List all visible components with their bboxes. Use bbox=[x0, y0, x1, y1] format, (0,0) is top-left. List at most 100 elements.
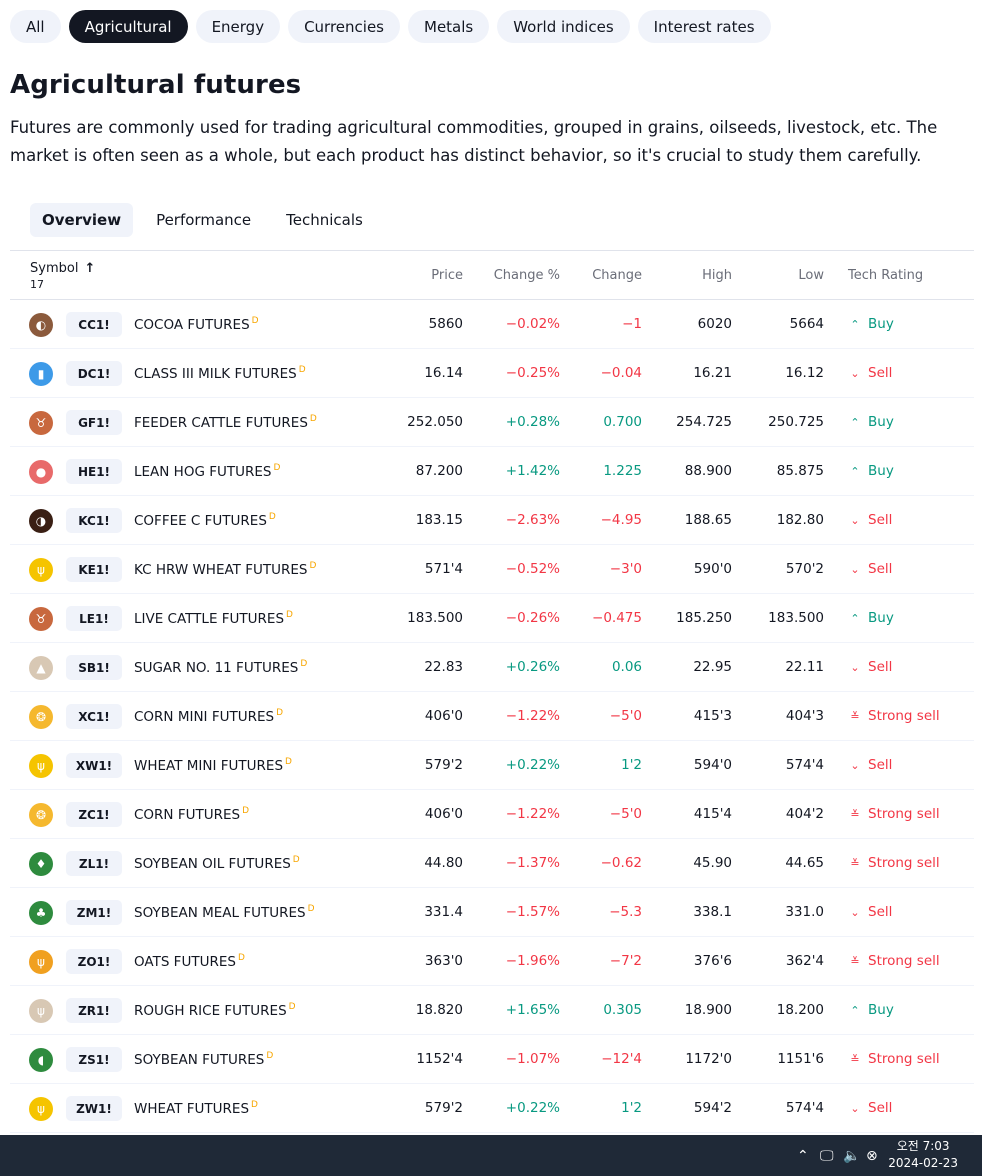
change-pct-cell: −0.02% bbox=[505, 316, 560, 332]
table-row[interactable]: ψ ZW1! WHEAT FUTURES D 579'2 +0.22% 1'2 594'2 57… bbox=[10, 1084, 974, 1133]
ticker-badge[interactable]: CC1! bbox=[66, 312, 122, 337]
instrument-name[interactable]: CLASS III MILK FUTURES D bbox=[134, 365, 306, 382]
category-chips: All Agricultural Energy Currencies Metals Wor… bbox=[10, 10, 771, 43]
ticker-badge[interactable]: SB1! bbox=[66, 655, 122, 680]
table-row[interactable]: ◑ KC1! COFFEE C FUTURES D 183.15 −2.63% −4.95 1… bbox=[10, 496, 974, 545]
taskbar-clock[interactable]: 오전 7:03 2024-02-23 bbox=[888, 1138, 958, 1172]
sort-up-arrow-icon: ↑ bbox=[84, 261, 96, 276]
category-chip-metals[interactable]: Metals bbox=[408, 10, 490, 43]
ticker-badge[interactable]: ZL1! bbox=[66, 851, 122, 876]
low-cell: 18.200 bbox=[776, 1002, 824, 1018]
category-chip-interest-rates[interactable]: Interest rates bbox=[637, 10, 771, 43]
ticker-badge[interactable]: XW1! bbox=[66, 753, 122, 778]
instrument-name[interactable]: ROUGH RICE FUTURES D bbox=[134, 1002, 296, 1019]
table-row[interactable]: ♣ ZM1! SOYBEAN MEAL FUTURES D 331.4 −1.57% −5.… bbox=[10, 888, 974, 937]
tech-rating-column-header[interactable]: Tech Rating bbox=[848, 268, 924, 283]
ticker-badge[interactable]: KC1! bbox=[66, 508, 122, 533]
change-cell: 0.06 bbox=[611, 659, 642, 675]
low-cell: 574'4 bbox=[785, 757, 824, 773]
ticker-badge[interactable]: XC1! bbox=[66, 704, 122, 729]
high-cell: 6020 bbox=[697, 316, 732, 332]
instrument-name-label: CLASS III MILK FUTURES bbox=[134, 366, 297, 382]
table-row[interactable]: ◐ CC1! COCOA FUTURES D 5860 −0.02% −1 6020 5664 ⌃… bbox=[10, 300, 974, 349]
instrument-name[interactable]: LEAN HOG FUTURES D bbox=[134, 463, 280, 480]
table-row[interactable]: ♉ GF1! FEEDER CATTLE FUTURES D 252.050 +0.28%… bbox=[10, 398, 974, 447]
high-cell: 376'6 bbox=[693, 953, 732, 969]
instrument-name[interactable]: COFFEE C FUTURES D bbox=[134, 512, 276, 529]
ticker-badge[interactable]: HE1! bbox=[66, 459, 122, 484]
high-column-header[interactable]: High bbox=[702, 268, 732, 283]
tab-performance[interactable]: Performance bbox=[156, 211, 252, 229]
high-cell: 16.21 bbox=[693, 365, 732, 381]
instrument-name[interactable]: COCOA FUTURES D bbox=[134, 316, 259, 333]
category-chip-all[interactable]: All bbox=[10, 10, 61, 43]
table-row[interactable]: ψ KE1! KC HRW WHEAT FUTURES D 571'4 −0.52% −3'… bbox=[10, 545, 974, 594]
table-row[interactable]: ♉ LE1! LIVE CATTLE FUTURES D 183.500 −0.26% −0… bbox=[10, 594, 974, 643]
chevron-up-icon: ⌃ bbox=[850, 1004, 860, 1017]
ticker-badge[interactable]: ZR1! bbox=[66, 998, 122, 1023]
instrument-name[interactable]: CORN MINI FUTURES D bbox=[134, 708, 283, 725]
chevron-up-icon: ⌃ bbox=[850, 465, 860, 478]
table-row[interactable]: ψ ZR1! ROUGH RICE FUTURES D 18.820 +1.65% 0.30… bbox=[10, 986, 974, 1035]
change-pct-column-header[interactable]: Change % bbox=[493, 268, 560, 283]
mute-status-icon[interactable]: ⊗ bbox=[866, 1147, 878, 1164]
instrument-name[interactable]: SOYBEAN MEAL FUTURES D bbox=[134, 904, 315, 921]
ticker-badge[interactable]: GF1! bbox=[66, 410, 122, 435]
instrument-name[interactable]: SOYBEAN FUTURES D bbox=[134, 1051, 273, 1068]
instrument-name[interactable]: WHEAT MINI FUTURES D bbox=[134, 757, 292, 774]
instrument-name[interactable]: KC HRW WHEAT FUTURES D bbox=[134, 561, 316, 578]
tech-rating-cell: ≚ Strong sell bbox=[848, 708, 940, 724]
table-row[interactable]: ▲ SB1! SUGAR NO. 11 FUTURES D 22.83 +0.26% 0.0… bbox=[10, 643, 974, 692]
instrument-name[interactable]: SUGAR NO. 11 FUTURES D bbox=[134, 659, 307, 676]
table-row[interactable]: ψ ZO1! OATS FUTURES D 363'0 −1.96% −7'2 376'6 36… bbox=[10, 937, 974, 986]
category-chip-world-indices[interactable]: World indices bbox=[497, 10, 630, 43]
ticker-badge[interactable]: LE1! bbox=[66, 606, 122, 631]
double-chevron-down-icon: ≚ bbox=[850, 1053, 860, 1066]
tech-rating-label: Sell bbox=[868, 904, 893, 920]
category-chip-currencies[interactable]: Currencies bbox=[288, 10, 400, 43]
table-row[interactable]: ❂ XC1! CORN MINI FUTURES D 406'0 −1.22% −5'0 41… bbox=[10, 692, 974, 741]
change-column-header[interactable]: Change bbox=[592, 268, 642, 283]
show-hidden-icons-chevron-icon[interactable]: ⌃ bbox=[797, 1147, 809, 1164]
table-row[interactable]: ▮ DC1! CLASS III MILK FUTURES D 16.14 −0.25% −… bbox=[10, 349, 974, 398]
tech-rating-cell: ≚ Strong sell bbox=[848, 855, 939, 871]
network-icon[interactable]: 🖵 bbox=[820, 1147, 834, 1164]
price-cell: 363'0 bbox=[424, 953, 463, 969]
chevron-down-icon: ⌄ bbox=[850, 514, 860, 527]
ticker-badge[interactable]: ZM1! bbox=[66, 900, 122, 925]
instrument-name-label: SUGAR NO. 11 FUTURES bbox=[134, 660, 299, 676]
instrument-name[interactable]: WHEAT FUTURES D bbox=[134, 1100, 258, 1117]
change-pct-cell: −1.57% bbox=[505, 904, 560, 920]
low-cell: 16.12 bbox=[785, 365, 824, 381]
instrument-name[interactable]: LIVE CATTLE FUTURES D bbox=[134, 610, 293, 627]
ticker-badge[interactable]: ZC1! bbox=[66, 802, 122, 827]
category-chip-agricultural[interactable]: Agricultural bbox=[68, 10, 188, 43]
table-row[interactable]: ❂ ZC1! CORN FUTURES D 406'0 −1.22% −5'0 415'4 40… bbox=[10, 790, 974, 839]
table-row[interactable]: ψ XW1! WHEAT MINI FUTURES D 579'2 +0.22% 1'2 59… bbox=[10, 741, 974, 790]
table-row[interactable]: ♦ ZL1! SOYBEAN OIL FUTURES D 44.80 −1.37% −0.6… bbox=[10, 839, 974, 888]
instrument-name[interactable]: CORN FUTURES D bbox=[134, 806, 249, 823]
price-column-header[interactable]: Price bbox=[431, 268, 463, 283]
sugar-pile-icon: ▲ bbox=[29, 656, 53, 680]
table-row[interactable]: ● HE1! LEAN HOG FUTURES D 87.200 +1.42% 1.225 8… bbox=[10, 447, 974, 496]
ticker-badge[interactable]: KE1! bbox=[66, 557, 122, 582]
ticker-badge[interactable]: ZW1! bbox=[66, 1096, 122, 1121]
tab-technicals[interactable]: Technicals bbox=[286, 211, 363, 229]
ticker-badge[interactable]: ZS1! bbox=[66, 1047, 122, 1072]
ticker-badge[interactable]: DC1! bbox=[66, 361, 122, 386]
change-cell: 1'2 bbox=[621, 757, 642, 773]
ticker-badge[interactable]: ZO1! bbox=[66, 949, 122, 974]
volume-icon[interactable]: 🔈 bbox=[843, 1147, 861, 1164]
instrument-name[interactable]: SOYBEAN OIL FUTURES D bbox=[134, 855, 300, 872]
tech-rating-label: Strong sell bbox=[868, 708, 940, 724]
category-chip-energy[interactable]: Energy bbox=[195, 10, 281, 43]
tech-rating-label: Buy bbox=[868, 610, 894, 626]
tech-rating-cell: ⌃ Buy bbox=[848, 610, 894, 626]
symbol-column-header[interactable]: Symbol ↑ bbox=[30, 261, 95, 276]
table-row[interactable]: ◖ ZS1! SOYBEAN FUTURES D 1152'4 −1.07% −12'4 11… bbox=[10, 1035, 974, 1084]
instrument-name[interactable]: OATS FUTURES D bbox=[134, 953, 245, 970]
low-column-header[interactable]: Low bbox=[798, 268, 824, 283]
instrument-name[interactable]: FEEDER CATTLE FUTURES D bbox=[134, 414, 317, 431]
tab-overview[interactable]: Overview bbox=[30, 203, 134, 237]
change-pct-cell: −2.63% bbox=[505, 512, 560, 528]
